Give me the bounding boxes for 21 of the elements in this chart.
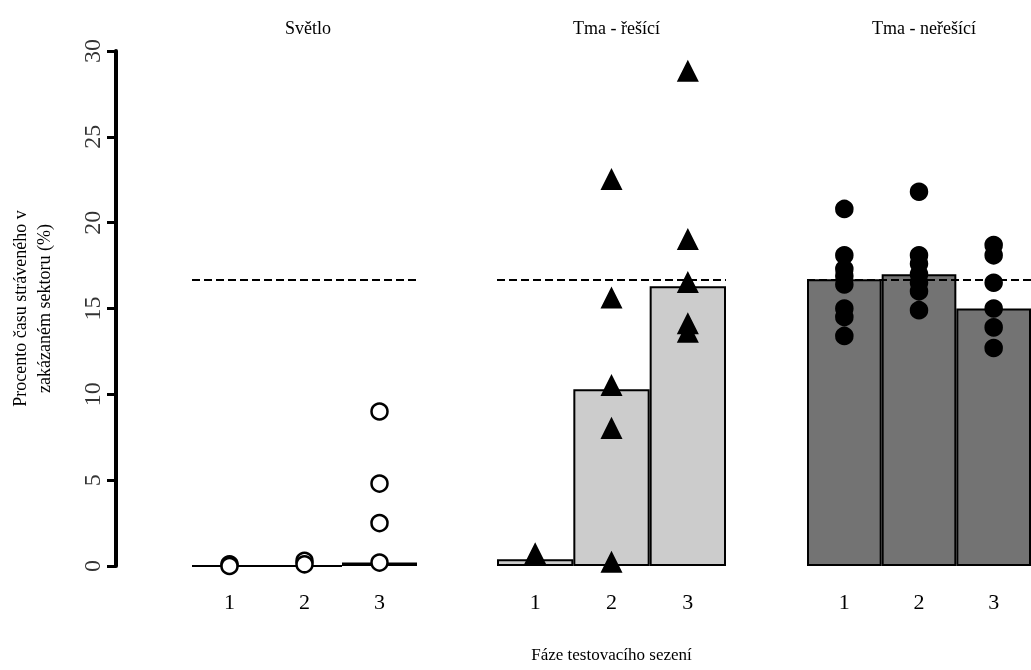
x-tick-label: 1 [529, 588, 541, 614]
x-tick-label: 1 [224, 588, 235, 614]
y-tick-label: 5 [79, 474, 105, 487]
x-tick-label: 2 [913, 588, 925, 614]
chart-title: Světlo [284, 18, 332, 38]
y-tick-label: 0 [79, 560, 105, 572]
y-tick-label: 10 [79, 382, 105, 407]
x-tick-label: 3 [682, 588, 694, 614]
y-tick-label: 30 [79, 39, 105, 63]
chart-title: Tma - řešící [573, 18, 660, 38]
x-tick-label: 3 [988, 588, 1000, 614]
chart-title: Tma - neřešící [872, 18, 976, 38]
x-tick-label: 2 [606, 588, 617, 614]
y-tick-label: 25 [79, 124, 105, 149]
x-tick-label: 1 [838, 588, 850, 614]
y-axis-title: Procento času stráveného v zakázaném sektoru (%) [10, 210, 55, 407]
y-tick-label: 20 [79, 210, 105, 235]
x-tick-label: 2 [299, 588, 310, 614]
x-axis-title: Fáze testovacího sezení [531, 645, 693, 664]
y-tick-label: 15 [79, 296, 105, 321]
x-tick-label: 3 [374, 588, 385, 614]
